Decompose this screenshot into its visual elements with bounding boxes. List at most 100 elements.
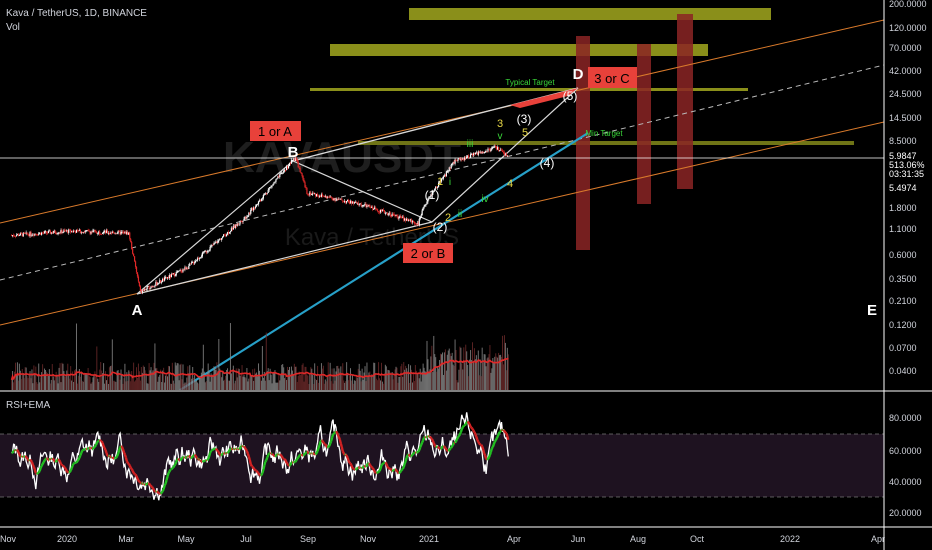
rsi-ema-segment (398, 471, 401, 475)
min-target-line (358, 141, 854, 145)
rsi-ema-segment (116, 450, 121, 455)
rsi-ema-segment (427, 434, 430, 438)
volume-bar (199, 377, 201, 390)
rsi-ema-segment (32, 466, 36, 471)
candle-body (195, 260, 198, 262)
candle-body (423, 206, 425, 208)
rsi-ema-segment (167, 470, 171, 474)
candle-body (76, 229, 79, 231)
time-axis-label: 2022 (780, 534, 800, 544)
candle-body (164, 277, 167, 278)
rsi-ema-segment (423, 435, 426, 439)
volume-bar (24, 367, 26, 390)
rsi-ema-segment (328, 443, 332, 447)
candle-body (504, 153, 507, 155)
volume-bar (242, 376, 244, 390)
volume-bar (377, 380, 379, 390)
volume-bar (388, 370, 390, 390)
candle-body (502, 151, 505, 153)
volume-bar (383, 373, 385, 390)
label-box-1-or-a (250, 121, 301, 141)
candle-body (36, 234, 38, 235)
volume-bar (82, 381, 84, 390)
time-axis-label: Apr (507, 534, 521, 544)
rsi-ema-segment (379, 464, 383, 470)
candle-body (381, 209, 384, 211)
volume-bar (78, 369, 80, 390)
candle-body (48, 230, 50, 232)
rsi-ema-segment (57, 458, 60, 461)
rsi-ema-segment (199, 459, 203, 463)
volume-bar (96, 346, 98, 390)
rsi-ema-segment (341, 450, 345, 454)
candle-body (112, 231, 114, 233)
volume-bar (67, 363, 69, 390)
volume-bar (387, 370, 389, 390)
candle-body (153, 286, 155, 288)
price-scale[interactable]: 200.0000120.000070.000042.000024.500014.… (889, 0, 927, 376)
candle-body (83, 232, 85, 233)
typical-target-label: Typical Target (505, 78, 555, 87)
rsi-ema-segment (417, 449, 421, 453)
candle-body (392, 213, 394, 215)
rsi-ema-segment (102, 445, 106, 449)
rsi-ema-segment (225, 451, 229, 455)
candle-body (240, 221, 242, 222)
volume-bar (91, 382, 93, 390)
rsi-ema-segment (252, 467, 256, 471)
rsi-ema-segment (25, 456, 29, 459)
rsi-ema-segment (367, 462, 371, 466)
candle-body (321, 194, 324, 196)
rsi-tick-label: 20.0000 (889, 508, 922, 518)
rsi-ema-segment (178, 458, 181, 462)
rsi-ema-segment (75, 460, 79, 464)
volume-bar (14, 371, 16, 390)
candle-body (228, 232, 231, 234)
volume-bar (304, 366, 306, 390)
candle-body (158, 283, 160, 285)
candle-body (377, 211, 380, 212)
candle-body (156, 282, 158, 286)
volume-bar (42, 364, 44, 390)
candle-body (215, 241, 217, 243)
volume-bar (39, 382, 41, 390)
volume-bar (218, 339, 220, 390)
rsi-ema-segment (353, 468, 357, 471)
volume-bar (408, 364, 410, 390)
candle-body (262, 195, 264, 199)
volume-bar (469, 359, 471, 390)
rsi-ema-segment (174, 461, 178, 465)
volume-bar (486, 358, 488, 390)
candle-body (151, 286, 153, 288)
volume-bar (348, 380, 350, 390)
rsi-ema-segment (204, 459, 208, 462)
rsi-ema-segment (443, 446, 447, 449)
rsi-ema-segment (371, 466, 374, 469)
candle-body (474, 153, 477, 155)
rsi-ema-segment (455, 436, 460, 440)
time-axis[interactable]: Nov 2020 Mar May Jul Sep Nov 2021 Apr Jun Aug Oct 20… (0, 534, 885, 544)
candle-body (115, 233, 117, 235)
rsi-ema-segment (487, 454, 492, 458)
volume-bar (31, 369, 33, 390)
candle-body (446, 171, 448, 173)
volume-bar (260, 380, 262, 390)
candle-body (255, 204, 258, 207)
volume-bar (374, 362, 376, 390)
rsi-ema-segment (154, 490, 157, 493)
candle-body (111, 231, 113, 234)
rsi-ema-segment (411, 452, 415, 456)
volume-bar (468, 376, 470, 390)
volume-bar (228, 380, 230, 390)
candle-body (198, 258, 201, 260)
candle-body (408, 220, 411, 221)
volume-bar (70, 366, 72, 390)
volume-bar (148, 363, 150, 390)
minor-2-label: 2 (445, 212, 451, 224)
rsi-ema-segment (42, 459, 46, 463)
candle-body (128, 232, 130, 235)
volume-bar (459, 346, 461, 390)
volume-bar (232, 365, 234, 390)
rsi-ema-segment (317, 444, 321, 449)
